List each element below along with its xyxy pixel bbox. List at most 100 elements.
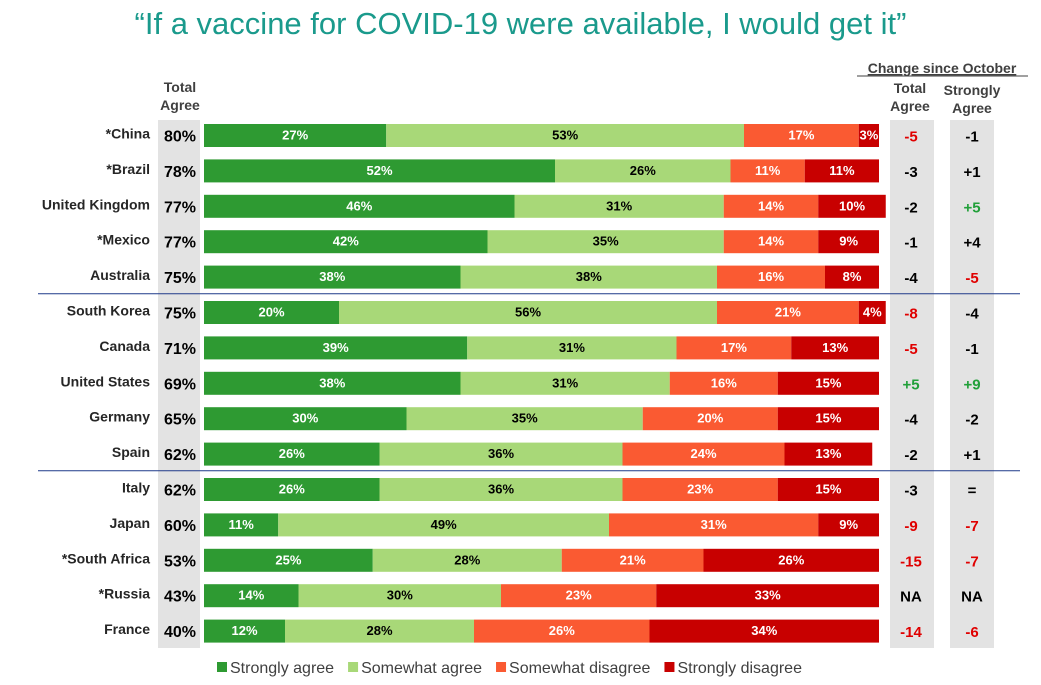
change-total-header-line2: Agree bbox=[890, 98, 930, 114]
bar-label-somewhat-disagree: 20% bbox=[697, 411, 723, 426]
total-agree-value: 43% bbox=[164, 589, 196, 606]
bar-segment-strongly-agree bbox=[204, 513, 279, 537]
change-strongly-agree-value: +9 bbox=[963, 376, 980, 393]
bar-segment-somewhat-disagree bbox=[622, 478, 778, 501]
bar-segment-strongly-agree bbox=[204, 371, 461, 395]
bar-label-somewhat-disagree: 14% bbox=[758, 198, 784, 213]
bar-segment-strongly-agree bbox=[204, 301, 339, 324]
change-strong-header-line2: Agree bbox=[952, 100, 992, 116]
bar-label-strongly-agree: 14% bbox=[238, 588, 264, 603]
change-total-agree-value: -5 bbox=[904, 129, 917, 146]
country-label: United Kingdom bbox=[42, 196, 150, 212]
change-total-agree-value: -1 bbox=[904, 235, 917, 252]
change-total-agree-value: -2 bbox=[904, 447, 917, 464]
bar-label-somewhat-disagree: 24% bbox=[690, 446, 716, 461]
bar-label-strongly-agree: 46% bbox=[346, 198, 372, 213]
bar-label-strongly-agree: 26% bbox=[279, 482, 305, 497]
bar-label-somewhat-agree: 35% bbox=[512, 411, 538, 426]
bar-label-somewhat-agree: 31% bbox=[552, 375, 578, 390]
bar-segment-somewhat-disagree bbox=[501, 584, 657, 608]
change-total-agree-value: -15 bbox=[900, 553, 922, 570]
total-agree-value: 78% bbox=[164, 164, 196, 181]
bar-label-somewhat-agree: 38% bbox=[576, 269, 602, 284]
bar-segment-strongly-agree bbox=[204, 478, 380, 501]
bar-label-strongly-disagree: 8% bbox=[843, 269, 862, 284]
bar-label-somewhat-agree: 36% bbox=[488, 482, 514, 497]
bar-label-strongly-disagree: 9% bbox=[839, 234, 858, 249]
bar-label-somewhat-disagree: 23% bbox=[687, 482, 713, 497]
bar-segment-somewhat-agree bbox=[406, 407, 643, 431]
total-agree-value: 40% bbox=[164, 624, 196, 641]
change-strongly-agree-value: -7 bbox=[965, 518, 978, 535]
bar-segment-strongly-disagree bbox=[791, 336, 879, 360]
legend-label-somewhat-agree: Somewhat agree bbox=[361, 660, 482, 677]
change-strongly-agree-value: +4 bbox=[963, 235, 981, 252]
bar-label-strongly-disagree: 10% bbox=[839, 198, 865, 213]
bar-label-somewhat-disagree: 31% bbox=[701, 517, 727, 532]
country-label: *China bbox=[106, 126, 151, 142]
bar-label-strongly-disagree: 3% bbox=[859, 128, 878, 143]
total-agree-value: 60% bbox=[164, 518, 196, 535]
bar-segment-strongly-disagree bbox=[649, 619, 879, 643]
bar-label-strongly-agree: 12% bbox=[231, 623, 257, 638]
bar-label-somewhat-agree: 30% bbox=[387, 588, 413, 603]
bar-label-somewhat-agree: 28% bbox=[454, 552, 480, 567]
bar-segment-strongly-disagree bbox=[818, 513, 879, 537]
chart-title: “If a vaccine for COVID-19 were availabl… bbox=[134, 6, 907, 41]
bar-label-somewhat-agree: 26% bbox=[630, 163, 656, 178]
bar-label-somewhat-disagree: 16% bbox=[711, 375, 737, 390]
country-label: Australia bbox=[90, 267, 150, 283]
bar-label-strongly-disagree: 13% bbox=[822, 340, 848, 355]
bar-label-strongly-disagree: 15% bbox=[815, 411, 841, 426]
bar-segment-somewhat-disagree bbox=[717, 301, 859, 324]
bar-segment-somewhat-agree bbox=[555, 159, 731, 183]
country-label: *Russia bbox=[99, 586, 151, 602]
bar-label-strongly-agree: 11% bbox=[228, 517, 254, 532]
bar-label-somewhat-disagree: 11% bbox=[755, 163, 781, 178]
bar-segment-somewhat-agree bbox=[460, 371, 670, 395]
bar-segment-strongly-agree bbox=[204, 548, 373, 572]
bar-segment-somewhat-disagree bbox=[676, 336, 792, 360]
change-strongly-agree-value: -7 bbox=[965, 553, 978, 570]
bar-segment-strongly-disagree bbox=[777, 371, 879, 395]
bar-segment-strongly-agree bbox=[204, 336, 468, 360]
bar-segment-somewhat-agree bbox=[514, 194, 724, 218]
bar-label-strongly-agree: 26% bbox=[279, 446, 305, 461]
country-label: *Brazil bbox=[106, 161, 150, 177]
bar-segment-somewhat-agree bbox=[386, 124, 744, 147]
bar-label-somewhat-agree: 53% bbox=[552, 128, 578, 143]
bar-segment-strongly-agree bbox=[204, 194, 515, 218]
change-strongly-agree-value: NA bbox=[961, 589, 983, 606]
legend-label-strongly-disagree: Strongly disagree bbox=[677, 660, 802, 677]
bar-segment-somewhat-agree bbox=[278, 513, 609, 537]
total-agree-value: 71% bbox=[164, 341, 196, 358]
bar-segment-somewhat-disagree bbox=[642, 407, 778, 431]
change-total-agree-value: -3 bbox=[904, 483, 917, 500]
bar-segment-somewhat-disagree bbox=[622, 442, 785, 466]
change-strongly-agree-value: -2 bbox=[965, 412, 978, 429]
bar-label-strongly-disagree: 13% bbox=[815, 446, 841, 461]
total-agree-header-line2: Agree bbox=[160, 97, 200, 113]
bar-segment-somewhat-disagree bbox=[474, 619, 650, 643]
bar-segment-somewhat-agree bbox=[487, 230, 724, 254]
change-strongly-agree-value: -5 bbox=[965, 270, 978, 287]
bar-segment-somewhat-disagree bbox=[717, 265, 825, 289]
legend-swatch-strongly-agree bbox=[217, 662, 227, 672]
bar-label-strongly-agree: 25% bbox=[275, 552, 301, 567]
bar-segment-somewhat-agree bbox=[467, 336, 677, 360]
change-strong-header-line1: Strongly bbox=[944, 82, 1001, 98]
change-strongly-agree-value: = bbox=[968, 483, 977, 500]
country-label: France bbox=[104, 621, 150, 637]
bar-segment-somewhat-agree bbox=[379, 478, 623, 501]
bar-label-somewhat-disagree: 21% bbox=[775, 305, 801, 320]
change-total-agree-value: -9 bbox=[904, 518, 917, 535]
bar-segment-strongly-disagree bbox=[858, 301, 886, 324]
country-label: Spain bbox=[112, 444, 150, 460]
bar-label-somewhat-agree: 56% bbox=[515, 305, 541, 320]
change-total-agree-value: -2 bbox=[904, 199, 917, 216]
bar-label-somewhat-disagree: 14% bbox=[758, 234, 784, 249]
bar-segment-somewhat-agree bbox=[285, 619, 474, 643]
bar-label-strongly-disagree: 33% bbox=[755, 588, 781, 603]
bar-segment-strongly-disagree bbox=[825, 265, 879, 289]
